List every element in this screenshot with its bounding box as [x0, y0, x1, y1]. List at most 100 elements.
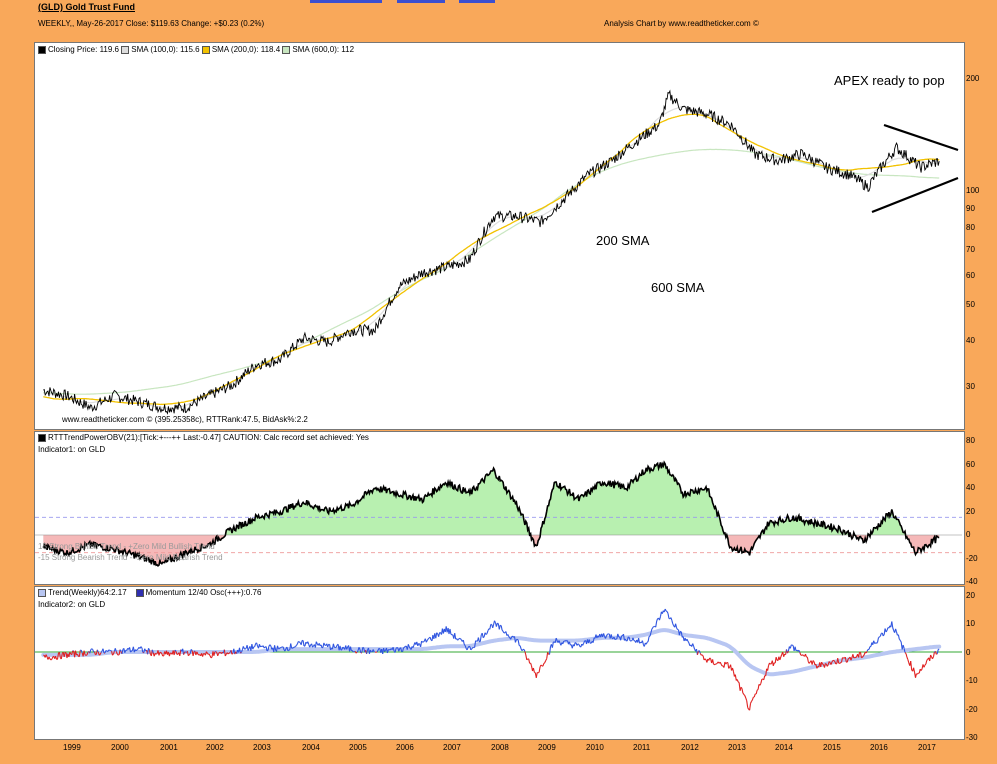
momentum-segment — [192, 651, 195, 657]
y-tick-90: 90 — [966, 204, 975, 213]
momentum-segment — [517, 639, 520, 646]
x-tick-2008: 2008 — [491, 743, 509, 752]
momentum-segment — [607, 633, 609, 635]
momentum-segment — [63, 652, 66, 658]
momentum-segment — [551, 642, 554, 648]
momentum-segment — [667, 613, 670, 619]
momentum-segment — [704, 658, 707, 661]
momentum-segment — [745, 697, 748, 701]
momentum-segment — [521, 649, 524, 652]
legend-sma200-label: SMA (200,0): 118.4 — [211, 45, 281, 54]
momentum-segment — [736, 679, 739, 683]
momentum-segment — [154, 652, 157, 655]
momentum-segment — [471, 647, 474, 650]
momentum-segment — [746, 700, 749, 708]
momentum-segment — [131, 650, 133, 652]
momentum-segment — [418, 642, 421, 645]
sma100-line — [43, 106, 940, 410]
annotation-200-sma: 200 SMA — [596, 233, 650, 248]
momentum-segment — [295, 643, 298, 646]
momentum-segment — [868, 646, 871, 650]
momentum-segment — [543, 662, 546, 664]
momentum-segment — [795, 649, 798, 652]
momentum-segment — [252, 646, 255, 650]
momentum-segment — [186, 651, 189, 656]
momentum-segment — [116, 653, 119, 656]
momentum-segment — [398, 648, 401, 652]
momentum-segment — [924, 663, 927, 666]
momentum-segment — [148, 648, 150, 651]
momentum-segment — [323, 642, 326, 646]
momentum-segment — [779, 656, 782, 661]
momentum-segment — [173, 649, 176, 656]
momentum-segment — [741, 688, 744, 694]
momentum-segment — [713, 663, 715, 666]
momentum-segment — [231, 652, 234, 655]
momentum-segment — [435, 632, 438, 639]
momentum-segment — [58, 652, 61, 659]
y-tick-40: 40 — [966, 336, 975, 345]
momentum-segment — [523, 649, 526, 652]
momentum-segment — [479, 640, 481, 643]
momentum-segment — [743, 694, 746, 696]
momentum-segment — [725, 662, 728, 665]
momentum-segment — [879, 635, 881, 638]
x-tick-2000: 2000 — [111, 743, 129, 752]
momentum-segment — [458, 637, 460, 640]
momentum-segment — [920, 668, 923, 671]
momentum-segment — [56, 652, 60, 660]
momentum-segment — [665, 610, 668, 612]
momentum-segment — [604, 635, 607, 639]
momentum-legend-swatch — [135, 588, 144, 597]
momentum-segment — [90, 648, 93, 651]
momentum-segment — [798, 649, 801, 653]
momentum-segment — [839, 662, 841, 664]
momentum-legend: Trend(Weekly)64:2.17 Momentum 12/40 Osc(… — [38, 588, 261, 597]
momentum-segment — [861, 655, 864, 658]
mom-y-tick-20: 20 — [966, 591, 975, 600]
momentum-segment — [812, 660, 815, 663]
momentum-segment — [655, 620, 658, 628]
momentum-segment — [885, 630, 888, 633]
momentum-segment — [840, 657, 844, 663]
momentum-segment — [874, 642, 876, 645]
momentum-segment — [847, 657, 850, 660]
momentum-segment — [83, 650, 86, 655]
momentum-segment — [680, 630, 682, 633]
momentum-segment — [853, 656, 856, 659]
momentum-segment — [312, 645, 314, 648]
momentum-segment — [821, 661, 824, 665]
momentum-segment — [916, 672, 919, 675]
momentum-segment — [147, 648, 150, 655]
momentum-segment — [666, 611, 669, 614]
momentum-segment — [822, 663, 824, 666]
momentum-segment — [605, 634, 608, 637]
momentum-segment — [932, 651, 935, 657]
momentum-segment — [676, 627, 678, 630]
momentum-segment — [751, 699, 753, 702]
top-nav-stub-1[interactable] — [310, 0, 382, 3]
momentum-segment — [808, 661, 811, 664]
top-nav-stub-2[interactable] — [397, 0, 445, 3]
momentum-segment — [263, 646, 266, 649]
momentum-segment — [423, 640, 425, 643]
top-nav-stub-3[interactable] — [459, 0, 495, 3]
legend-swatch-sma600 — [282, 45, 291, 54]
momentum-segment — [791, 644, 794, 647]
legend-sma100-label: SMA (100,0): 115.6 — [131, 45, 200, 54]
momentum-segment — [217, 653, 220, 657]
momentum-segment — [358, 647, 361, 650]
momentum-segment — [650, 628, 653, 633]
momentum-segment — [548, 646, 552, 655]
momentum-segment — [714, 663, 716, 666]
momentum-segment — [287, 649, 290, 652]
trend-legend-label: Trend(Weekly)64:2.17 — [48, 588, 127, 597]
momentum-segment — [224, 653, 227, 657]
momentum-segment — [404, 645, 406, 648]
obv-indicator-label: Indicator1: on GLD — [38, 445, 106, 454]
momentum-segment — [693, 646, 696, 650]
momentum-segment — [652, 626, 655, 628]
momentum-segment — [903, 648, 906, 653]
momentum-segment — [213, 651, 216, 656]
momentum-segment — [321, 646, 324, 649]
